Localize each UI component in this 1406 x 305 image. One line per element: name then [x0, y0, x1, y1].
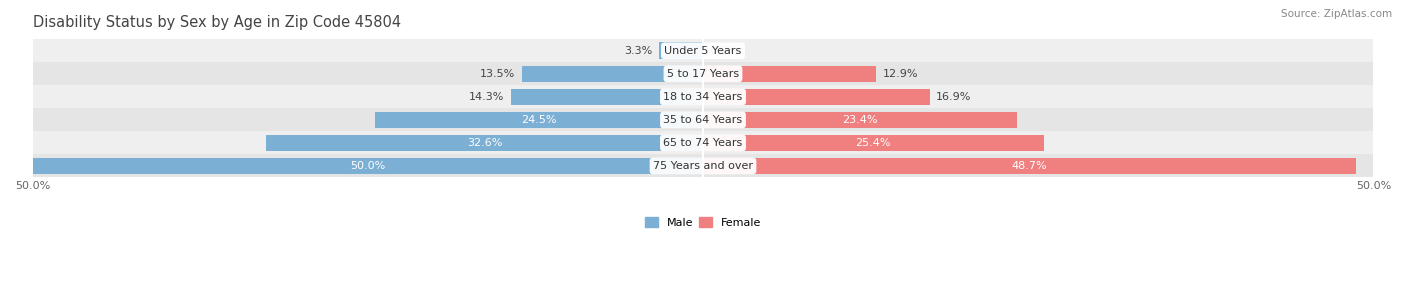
Text: 50.0%: 50.0% [350, 161, 385, 171]
Bar [32, 39, 1374, 62]
Bar [32, 154, 1374, 178]
Text: 0.0%: 0.0% [710, 46, 738, 56]
Bar [703, 66, 876, 82]
Text: 16.9%: 16.9% [936, 92, 972, 102]
Text: 23.4%: 23.4% [842, 115, 877, 125]
Text: 75 Years and over: 75 Years and over [652, 161, 754, 171]
Bar [703, 135, 1043, 151]
Bar [703, 158, 1355, 174]
Text: 12.9%: 12.9% [883, 69, 918, 79]
Bar [32, 108, 1374, 131]
Bar [374, 112, 703, 128]
Legend: Male, Female: Male, Female [640, 212, 766, 232]
Text: 35 to 64 Years: 35 to 64 Years [664, 115, 742, 125]
Bar [32, 62, 1374, 85]
Bar [32, 85, 1374, 108]
Text: 24.5%: 24.5% [522, 115, 557, 125]
Bar [32, 131, 1374, 154]
Bar [659, 42, 703, 59]
Text: Source: ZipAtlas.com: Source: ZipAtlas.com [1281, 9, 1392, 19]
Bar [703, 112, 1017, 128]
Text: Under 5 Years: Under 5 Years [665, 46, 741, 56]
Text: 32.6%: 32.6% [467, 138, 502, 148]
Bar [266, 135, 703, 151]
Bar [32, 158, 703, 174]
Text: 18 to 34 Years: 18 to 34 Years [664, 92, 742, 102]
Text: 48.7%: 48.7% [1012, 161, 1047, 171]
Text: 14.3%: 14.3% [470, 92, 505, 102]
Text: 25.4%: 25.4% [855, 138, 891, 148]
Text: 5 to 17 Years: 5 to 17 Years [666, 69, 740, 79]
Text: Disability Status by Sex by Age in Zip Code 45804: Disability Status by Sex by Age in Zip C… [32, 15, 401, 30]
Bar [703, 88, 929, 105]
Bar [512, 88, 703, 105]
Text: 65 to 74 Years: 65 to 74 Years [664, 138, 742, 148]
Bar [522, 66, 703, 82]
Text: 3.3%: 3.3% [624, 46, 652, 56]
Text: 13.5%: 13.5% [479, 69, 515, 79]
